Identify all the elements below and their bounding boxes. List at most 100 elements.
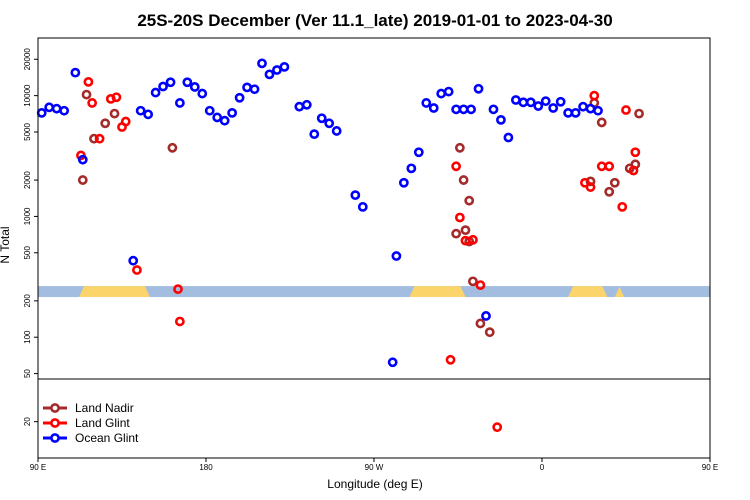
- data-point: [451, 228, 462, 239]
- data-point: [585, 103, 596, 114]
- x-tick-label: 90 E: [30, 463, 46, 472]
- data-point: [604, 161, 615, 172]
- data-point: [604, 186, 615, 197]
- data-point: [350, 190, 361, 201]
- data-point: [484, 327, 495, 338]
- legend-marker: [50, 418, 60, 428]
- data-point: [492, 422, 503, 433]
- y-tick-label: 200: [23, 294, 32, 308]
- data-point: [518, 97, 529, 108]
- data-point: [109, 108, 120, 119]
- land-band-segment: [79, 286, 150, 298]
- legend-label: Ocean Glint: [75, 431, 139, 445]
- y-tick-label: 20000: [23, 48, 32, 71]
- data-point: [294, 101, 305, 112]
- y-tick-label: 500: [23, 246, 32, 260]
- data-point: [468, 276, 478, 287]
- data-point: [219, 115, 230, 126]
- data-point: [212, 112, 223, 123]
- series-land-glint: [76, 76, 641, 433]
- data-point: [466, 104, 476, 115]
- data-point: [120, 116, 131, 127]
- data-point: [70, 67, 81, 78]
- data-point: [165, 77, 176, 88]
- data-point: [496, 114, 506, 125]
- data-point: [316, 113, 327, 124]
- legend-label: Land Nadir: [75, 401, 134, 415]
- x-tick-label: 90 W: [365, 463, 384, 472]
- data-point: [227, 107, 238, 118]
- land-band-segment: [568, 286, 608, 298]
- data-point: [100, 118, 111, 129]
- data-point: [398, 177, 409, 188]
- data-point: [357, 201, 368, 212]
- data-point: [589, 90, 600, 101]
- data-point: [468, 234, 478, 245]
- data-point: [135, 105, 146, 116]
- data-point: [77, 154, 88, 165]
- data-point: [454, 142, 465, 153]
- y-tick-label: 50: [23, 369, 32, 378]
- data-point: [189, 82, 200, 92]
- y-tick-label: 100: [23, 330, 32, 344]
- data-point: [413, 147, 424, 158]
- y-tick-label: 10000: [23, 84, 32, 107]
- data-point: [167, 142, 178, 153]
- data-point: [387, 357, 398, 368]
- data-points: [36, 58, 644, 433]
- data-point: [570, 107, 581, 118]
- data-point: [436, 88, 447, 99]
- data-point: [44, 102, 55, 113]
- data-point: [204, 105, 215, 116]
- data-point: [475, 280, 486, 291]
- data-point: [578, 101, 588, 112]
- legend-label: Land Glint: [75, 416, 130, 430]
- data-point: [81, 89, 92, 100]
- legend-marker: [50, 403, 60, 413]
- data-point: [451, 161, 462, 172]
- legend-item: Land Nadir: [43, 401, 134, 415]
- data-point: [533, 101, 544, 111]
- data-point: [309, 129, 320, 140]
- data-point: [272, 65, 282, 75]
- data-point: [182, 77, 193, 88]
- data-point: [445, 354, 456, 365]
- data-point: [279, 61, 290, 72]
- data-point: [132, 265, 142, 275]
- data-point: [257, 58, 267, 69]
- surface-type-band: [38, 286, 710, 380]
- series-ocean-glint: [36, 58, 603, 368]
- data-point: [617, 201, 628, 212]
- data-point: [428, 103, 439, 113]
- data-point: [630, 147, 641, 158]
- x-axis-ticks: 90 E 180 90 W 0 90 E: [30, 458, 718, 472]
- y-axis-label: N Total: [0, 226, 12, 263]
- x-tick-label: 0: [540, 463, 545, 472]
- data-point: [488, 104, 499, 115]
- data-point: [51, 103, 62, 114]
- data-point: [596, 117, 607, 128]
- data-point: [173, 284, 183, 295]
- data-point: [87, 98, 98, 108]
- data-point: [464, 195, 475, 206]
- data-point: [593, 105, 603, 116]
- data-point: [563, 107, 574, 118]
- y-tick-label: 2000: [23, 171, 32, 189]
- data-point: [94, 133, 105, 144]
- data-point: [475, 318, 486, 329]
- x-tick-label: 180: [199, 463, 213, 472]
- data-point: [59, 105, 70, 116]
- ocean-band: [38, 286, 710, 298]
- data-point: [89, 133, 99, 144]
- y-tick-label: 20: [23, 417, 32, 426]
- x-tick-label: 90 E: [702, 463, 718, 472]
- legend-marker: [50, 433, 60, 443]
- data-point: [158, 81, 168, 92]
- data-point: [77, 175, 88, 185]
- data-point: [458, 175, 469, 185]
- data-point: [36, 107, 47, 118]
- data-point: [621, 105, 631, 115]
- data-point: [540, 96, 551, 107]
